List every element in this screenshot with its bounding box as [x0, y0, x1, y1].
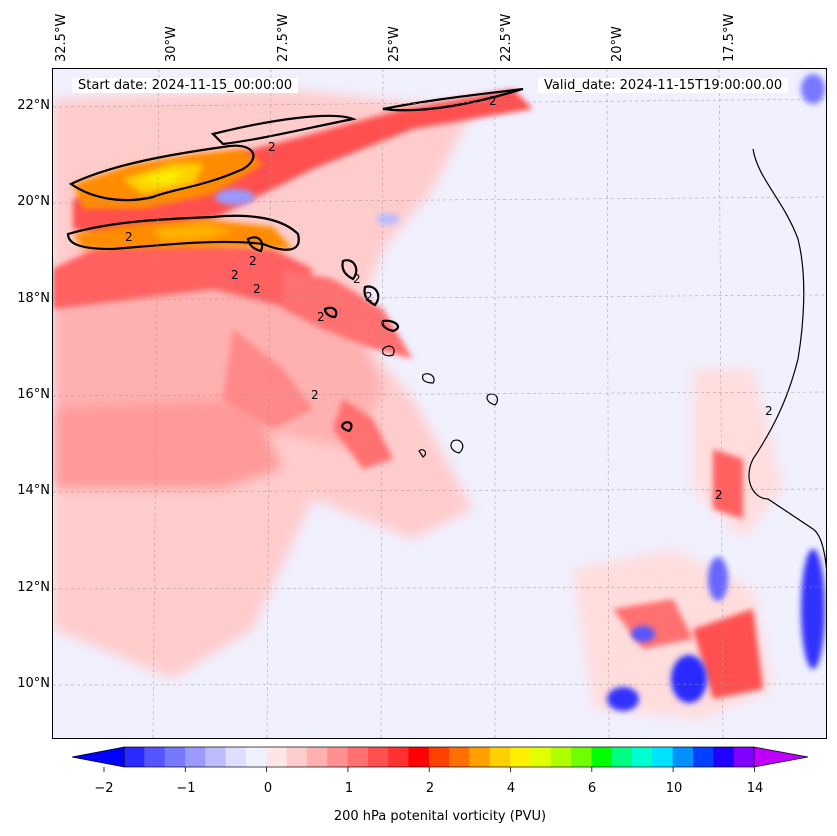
lat-label: 22°N [17, 98, 50, 113]
colorbar-cells [123, 746, 755, 768]
colorbar-cell [672, 747, 694, 767]
colorbar-cell [124, 747, 145, 767]
colorbar-cell [367, 747, 389, 767]
cb-tick-label: 14 [746, 781, 764, 796]
colorbar-cell [550, 747, 572, 767]
colorbar-cell [388, 747, 410, 767]
pv-high-core [73, 149, 293, 249]
contour-labels: 2 2 2 2 2 2 2 2 2 2 2 2 [125, 94, 773, 502]
colorbar-cell [693, 747, 714, 767]
lat-label: 20°N [17, 194, 50, 209]
colorbar-cell [347, 747, 369, 767]
cb-tick-label: −1 [176, 781, 196, 796]
contour-label: 2 [125, 230, 133, 244]
cb-tick-label: 2 [425, 781, 435, 796]
contour-label: 2 [249, 254, 257, 268]
lat-label: 14°N [17, 483, 50, 498]
colorbar-cell [489, 747, 511, 767]
colorbar-cell [632, 747, 653, 767]
contour-label: 2 [311, 388, 319, 402]
colorbar-cell [469, 747, 491, 767]
colorbar-max-arrow [753, 746, 809, 768]
start-date-label: Start date: 2024-11-15_00:00:00 [72, 78, 299, 93]
colorbar-cell [184, 747, 206, 767]
lat-label: 12°N [17, 580, 50, 595]
colorbar-cell [245, 747, 267, 767]
pv-red-bands [53, 89, 763, 699]
contour-label: 2 [715, 488, 723, 502]
colorbar-cell [327, 747, 349, 767]
colorbar-cell [449, 747, 470, 767]
valid-date-label: Valid_date: 2024-11-15T19:00:00.00 [538, 78, 789, 93]
colorbar-cell [144, 747, 166, 767]
cb-tick-label: 10 [665, 781, 683, 796]
colorbar-cell [428, 747, 450, 767]
colorbar-min-arrow [71, 746, 125, 768]
colorbar-cell [286, 747, 308, 767]
contour-label: 2 [253, 282, 261, 296]
cb-tick-label: 6 [587, 781, 597, 796]
colorbar-cell [205, 747, 227, 767]
colorbar-cell [225, 747, 247, 767]
colorbar-cell [530, 747, 552, 767]
contour-label: 2 [765, 404, 773, 418]
cb-tick-label: 4 [506, 781, 516, 796]
coastline [382, 148, 826, 571]
contour-label: 2 [489, 94, 497, 108]
map-panel[interactable]: 2 2 2 2 2 2 2 2 2 2 2 2 [52, 68, 827, 739]
colorbar-cell [510, 747, 531, 767]
contour-label: 2 [365, 290, 373, 304]
colorbar-cell [408, 747, 430, 767]
lat-label: 18°N [17, 291, 50, 306]
colorbar-cell [713, 747, 735, 767]
colorbar-cell [571, 747, 592, 767]
colorbar-cell [652, 747, 674, 767]
contour-label: 2 [268, 140, 276, 154]
cb-tick-label: 1 [344, 781, 354, 796]
pv-negative-features [215, 74, 825, 711]
cb-tick-label: −2 [94, 781, 114, 796]
colorbar-cell [306, 747, 328, 767]
pv-2-contours [66, 87, 524, 433]
colorbar-cell [164, 747, 186, 767]
lat-label: 16°N [17, 387, 50, 402]
colorbar-label: 200 hPa potenital vorticity (PVU) [333, 809, 547, 824]
cb-tick-label: 0 [263, 781, 273, 796]
contour-label: 2 [231, 268, 239, 282]
colorbar-cell [591, 747, 613, 767]
contour-label: 2 [317, 310, 325, 324]
colorbar-cell [733, 747, 755, 767]
graticule [53, 69, 826, 738]
lat-label: 10°N [17, 676, 50, 691]
colorbar-cell [266, 747, 288, 767]
contour-label: 2 [353, 272, 361, 286]
pv-field-map: 2 2 2 2 2 2 2 2 2 2 2 2 [53, 69, 826, 738]
colorbar-cell [611, 747, 633, 767]
